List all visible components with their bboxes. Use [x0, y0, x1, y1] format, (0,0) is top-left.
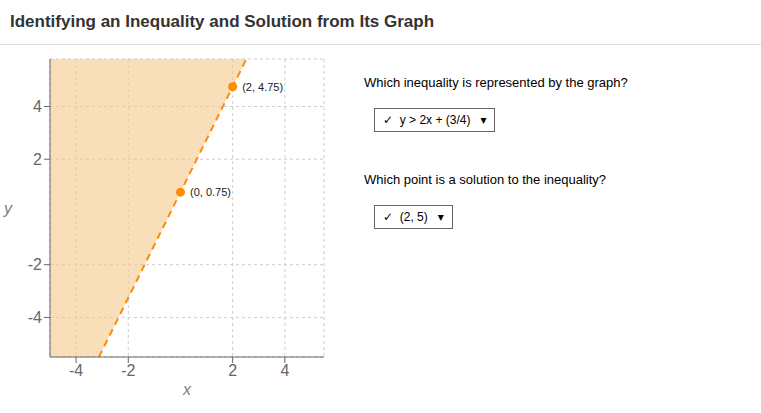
svg-text:-2: -2: [121, 362, 135, 379]
svg-text:4: 4: [280, 362, 289, 379]
svg-text:-2: -2: [28, 256, 42, 273]
html-text:✓ y > 2x + (3/4) ▾: ✓ y > 2x + (3/4) ▾: [383, 113, 487, 127]
svg-text:2: 2: [33, 151, 42, 168]
svg-text:y: y: [3, 200, 13, 217]
svg-text:(0, 0.75): (0, 0.75): [190, 186, 231, 198]
svg-text:x: x: [182, 381, 192, 398]
svg-text:2: 2: [228, 362, 237, 379]
svg-text:-4: -4: [28, 309, 42, 326]
svg-text:(2, 4.75): (2, 4.75): [242, 81, 283, 93]
svg-text:-4: -4: [69, 362, 83, 379]
html-text:Which point is a solution to t: Which point is a solution to the inequal…: [364, 172, 607, 187]
svg-text:4: 4: [33, 98, 42, 115]
html-text:Identifying an Inequality and: Identifying an Inequality and Solution f…: [10, 12, 435, 31]
html-text:Which inequality is represente: Which inequality is represented by the g…: [364, 75, 628, 90]
html-text:✓ (2, 5) ▾: ✓ (2, 5) ▾: [383, 210, 444, 224]
